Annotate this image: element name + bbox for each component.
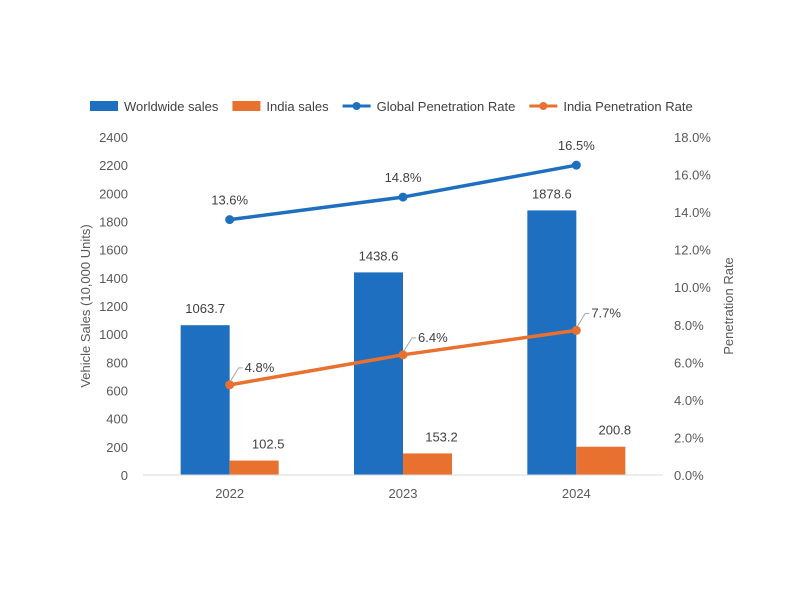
bar-worldwide [527,210,577,476]
line-data-label: 7.7% [591,305,621,320]
y-tick-label: 2400 [99,130,128,145]
x-tick-label: 2023 [389,486,418,501]
bars [180,210,626,476]
y2-axis-title: Penetration Rate [721,257,736,355]
y-axis-title: Vehicle Sales (10,000 Units) [78,224,93,387]
bar-data-label: 1878.6 [532,186,572,201]
y2-tick-label: 2.0% [674,430,704,445]
legend-label: India sales [266,99,329,114]
bar-india [403,453,452,475]
y2-tick-label: 14.0% [674,205,711,220]
leader-line [576,312,590,327]
y-tick-label: 200 [106,440,128,455]
y2-tick-label: 8.0% [674,318,704,333]
bar-data-label: 153.2 [425,429,458,444]
y-tick-label: 2200 [99,158,128,173]
line-data-label: 16.5% [558,138,595,153]
legend-label: Worldwide sales [124,99,219,114]
y2-tick-label: 4.0% [674,393,704,408]
line-data-label: 13.6% [211,193,248,208]
bar-data-label: 200.8 [599,423,632,438]
line-point [571,160,581,170]
y-tick-label: 800 [106,355,128,370]
y-tick-label: 400 [106,412,128,427]
line-point [225,215,235,225]
y-tick-label: 2000 [99,186,128,201]
lines [225,160,581,390]
leader-line [230,367,243,382]
y2-tick-label: 6.0% [674,355,704,370]
y-axis-left: 0 200 400 600 800 1000 1200 1400 1600 1800 2000 220… [99,130,128,483]
y2-tick-label: 18.0% [674,130,711,145]
y-axis-right: 0.0% 2.0% 4.0% 6.0% 8.0% 10.0% 12.0% 14.0% 16.0%… [674,130,711,483]
bar-india [229,460,279,475]
data-labels: 1063.7 1438.6 1878.6 102.5 153.2 200.8 13.6% 14… [185,138,631,451]
legend-label: Global Penetration Rate [377,99,516,114]
y2-tick-label: 0.0% [674,468,704,483]
bar-worldwide [354,272,403,475]
bar-data-label: 1438.6 [359,248,399,263]
line-data-label: 4.8% [245,360,275,375]
legend-swatch-india [232,101,261,111]
y2-tick-label: 12.0% [674,243,711,258]
legend: Worldwide sales India sales Global Penetra… [90,99,693,114]
line-point [571,325,581,335]
legend-swatch-worldwide [90,101,118,111]
y2-tick-label: 10.0% [674,280,711,295]
line-point [398,192,408,202]
y-tick-label: 1800 [99,215,128,230]
legend-marker [539,102,548,110]
bar-data-label: 1063.7 [185,301,225,316]
line-point [225,380,235,390]
y-tick-label: 0 [121,468,128,483]
bar-india [576,446,626,475]
leader-line [403,337,416,352]
legend-label: India Penetration Rate [563,99,692,114]
y-tick-label: 600 [106,384,128,399]
x-axis: 2022 2023 2024 [215,486,591,501]
y-tick-label: 1400 [99,271,128,286]
y-tick-label: 1600 [99,243,128,258]
x-tick-label: 2024 [562,486,591,501]
bar-data-label: 102.5 [252,437,285,452]
bar-worldwide [180,325,230,475]
x-tick-label: 2022 [215,486,244,501]
y2-tick-label: 16.0% [674,168,711,183]
legend-marker [352,102,361,110]
line-point [398,350,408,360]
line-data-label: 14.8% [385,170,422,185]
line-data-label: 6.4% [418,330,448,345]
y-tick-label: 1200 [99,299,128,314]
y-tick-label: 1000 [99,327,128,342]
